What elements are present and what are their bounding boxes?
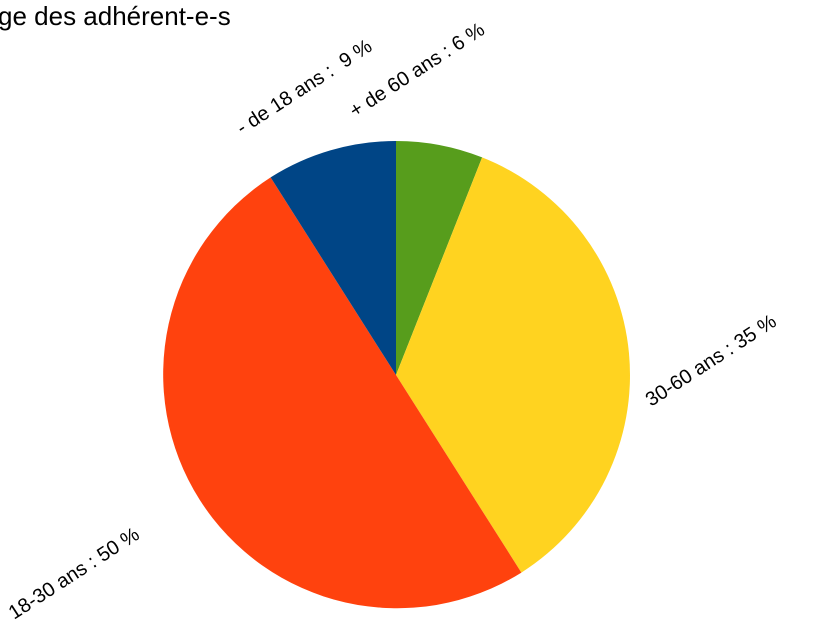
pie-slice-de-60-ans xyxy=(396,141,483,375)
pie-slice-18-30-ans xyxy=(163,177,522,609)
pie-slice-30-60-ans xyxy=(396,157,630,573)
pie-slice-label: - de 18 ans : 9 % xyxy=(233,35,377,139)
pie-slice-label: + de 60 ans : 6 % xyxy=(346,19,489,123)
chart-title: ge des adhérent-e-s xyxy=(0,1,231,31)
pie-slice-label: 18-30 ans : 50 % xyxy=(5,523,144,624)
pie-slice-de-18-ans xyxy=(270,141,396,375)
pie-slice-label: 30-60 ans : 35 % xyxy=(642,310,781,411)
pie-slices xyxy=(163,141,630,609)
